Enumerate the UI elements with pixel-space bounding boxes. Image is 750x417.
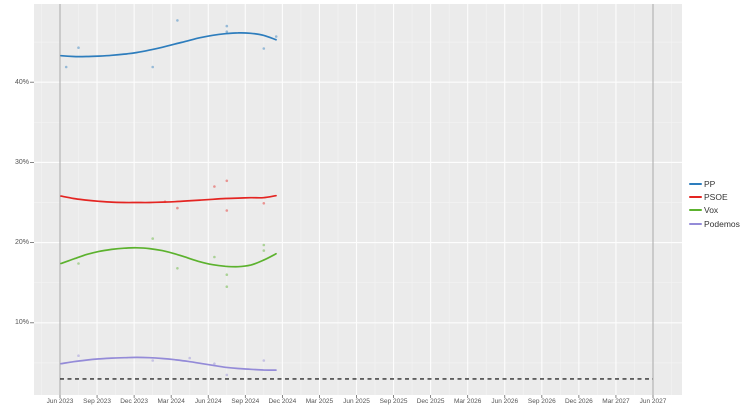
trend-line-podemos: [60, 356, 277, 371]
legend-item-podemos: Podemos: [689, 217, 740, 230]
y-axis-tick-label: 30%: [14, 158, 29, 166]
legend-label: Vox: [704, 205, 719, 216]
podemos-line-swatch: [689, 222, 702, 225]
plot-area-background: [34, 4, 682, 395]
poll-point-pp: [262, 47, 266, 50]
poll-point-pp: [77, 46, 80, 49]
poll-point-pp: [225, 30, 229, 33]
poll-point-pp: [151, 65, 154, 69]
legend-item-psoe: PSOE: [689, 190, 740, 203]
vox-line-swatch: [689, 209, 702, 212]
poll-point-vox: [262, 249, 266, 252]
poll-point-vox: [77, 262, 80, 265]
legend-item-pp: PP: [689, 177, 740, 190]
legend-label: Podemos: [704, 218, 740, 229]
y-axis-tick-label: 20%: [14, 239, 29, 247]
poll-point-podemos: [77, 354, 80, 358]
poll-point-vox: [225, 273, 229, 277]
legend-label: PP: [704, 178, 716, 189]
poll-point-podemos: [213, 362, 216, 366]
poll-point-pp: [176, 19, 179, 22]
poll-point-pp: [225, 24, 229, 28]
poll-point-psoe: [225, 209, 229, 212]
poll-point-psoe: [163, 200, 167, 203]
poll-point-psoe: [176, 206, 179, 210]
poll-point-pp: [274, 35, 278, 38]
pp-line-swatch: [689, 182, 702, 185]
y-axis-tick-label: 40%: [14, 78, 29, 86]
poll-point-vox: [213, 255, 216, 259]
poll-point-vox: [225, 285, 229, 289]
poll-point-psoe: [213, 185, 216, 188]
legend: PP PSOE Vox Podemos: [689, 177, 740, 231]
poll-point-psoe: [225, 179, 229, 183]
legend-item-vox: Vox: [689, 204, 740, 217]
poll-point-podemos: [225, 373, 229, 377]
poll-point-podemos: [151, 359, 154, 362]
trend-line-pp: [60, 32, 277, 58]
legend-label: PSOE: [704, 192, 728, 203]
poll-point-vox: [176, 267, 179, 270]
poll-point-vox: [151, 237, 154, 240]
poll-point-podemos: [262, 359, 266, 362]
psoe-line-swatch: [689, 196, 702, 199]
poll-point-vox: [262, 243, 266, 247]
poll-point-pp: [64, 65, 68, 69]
trend-line-vox: [60, 246, 277, 268]
y-axis-tick-label: 10%: [14, 319, 29, 327]
trend-line-psoe: [60, 194, 277, 204]
poll-point-podemos: [188, 356, 191, 360]
poll-point-psoe: [262, 202, 266, 205]
